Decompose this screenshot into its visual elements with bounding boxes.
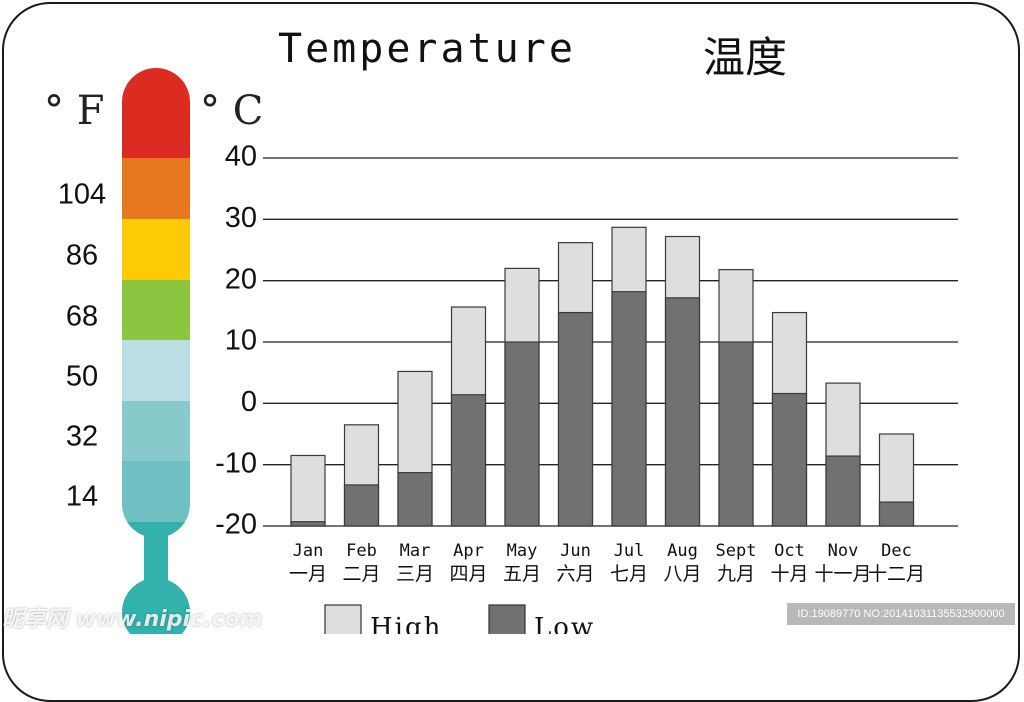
x-tick-label: Jul [614,541,645,561]
chart-title: Temperature [278,26,576,72]
x-tick-label-zh: 一月 [289,563,327,585]
x-tick-label: Apr [453,541,484,561]
bar-low [290,521,326,527]
x-tick-label-zh: 十二月 [868,563,925,585]
x-tick-label-zh: 四月 [449,563,487,585]
legend-swatch [324,604,362,634]
fahrenheit-tick-label: 68 [66,301,98,333]
x-tick-label-zh: 三月 [396,563,434,585]
watermark-left: 昵享网 www.nipic.com [2,607,263,632]
bar-low [825,455,861,527]
bar-low [557,311,594,527]
fahrenheit-tick-label: 50 [66,361,98,393]
y-tick-label: 0 [241,386,257,418]
x-tick-label-zh: 六月 [556,563,594,585]
y-axis-ticks: 40 30 20 10 0 -10 -20 [215,141,257,541]
bar-low [504,341,540,527]
x-tick-label-zh: 九月 [717,563,755,585]
bar-low [718,341,754,527]
bars [290,226,915,527]
fahrenheit-tick-label: 86 [66,240,98,272]
x-tick-label: Feb [346,541,377,561]
x-tick-label-zh: 十一月 [814,563,871,585]
y-tick-label: 30 [225,202,257,234]
thermometer [122,68,190,634]
thermometer-band [122,401,190,462]
thermometer-bulb [122,578,190,634]
celsius-unit-label: ° C [200,88,264,134]
y-tick-label: -20 [215,509,257,541]
fahrenheit-tick-label: 32 [66,421,98,453]
bar-low [397,472,433,527]
y-tick-label: -10 [215,447,257,479]
x-tick-label: Dec [881,541,912,561]
fahrenheit-unit-label: ° F [44,88,105,134]
bar-high [290,454,326,527]
thermometer-band [122,280,190,341]
x-tick-label: Aug [667,541,698,561]
bar-low [878,501,915,527]
x-tick-label: Oct [774,541,805,561]
thermometer-band [122,158,190,220]
watermark-right: ID:19089770 NO:20141031135532900000 [787,603,1015,625]
thermometer-band [122,68,190,159]
legend-label: Low [534,613,595,634]
fahrenheit-tick-label: 104 [58,179,106,211]
x-tick-label: Sept [716,541,757,561]
fahrenheit-ticks: 104 86 68 50 32 14 [58,179,106,513]
x-tick-label-zh: 八月 [663,563,701,585]
bar-low [450,394,487,527]
chart-title-zh: 温度 [703,33,788,82]
x-tick-label-zh: 二月 [342,563,380,585]
x-tick-label-zh: 五月 [503,563,541,585]
x-tick-label-zh: 十月 [770,563,808,585]
bar-low [611,291,647,527]
x-tick-label-zh: 七月 [610,563,648,585]
x-tick-label: Mar [400,541,431,561]
legend-label: High [370,613,442,634]
x-tick-label: Nov [828,541,859,561]
x-tick-label: May [507,541,538,561]
thermometer-band [122,461,190,524]
bar-low [664,297,701,527]
fahrenheit-tick-label: 14 [66,481,98,513]
bar-low [771,392,808,527]
y-tick-label: 20 [225,263,257,295]
x-tick-label: Jan [293,541,324,561]
bar-low [343,484,380,527]
thermometer-band [122,340,190,402]
legend: High Low [324,604,595,634]
y-tick-label: 10 [225,325,257,357]
legend-swatch [488,604,526,634]
y-tick-label: 40 [225,141,257,173]
thermometer-band [122,219,190,281]
x-tick-label: Jun [560,541,591,561]
